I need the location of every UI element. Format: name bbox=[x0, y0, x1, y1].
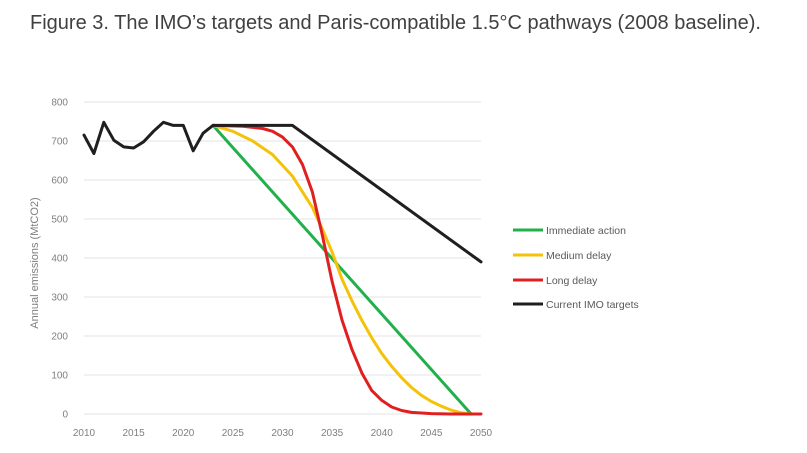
x-tick-label: 2040 bbox=[371, 428, 394, 439]
series-lines bbox=[82, 120, 483, 416]
gridlines bbox=[84, 101, 481, 415]
series-line bbox=[82, 120, 483, 264]
y-tick-label: 600 bbox=[51, 176, 68, 187]
y-tick-labels: 0 100 200 300 400 500 600 700 800 bbox=[51, 98, 68, 421]
y-tick-label: 300 bbox=[51, 293, 68, 304]
x-tick-label: 2020 bbox=[172, 428, 195, 439]
series-line bbox=[211, 123, 473, 416]
x-tick-label: 2025 bbox=[222, 428, 245, 439]
legend-label: Immediate action bbox=[546, 225, 626, 237]
x-tick-label: 2030 bbox=[271, 428, 294, 439]
y-tick-label: 700 bbox=[51, 137, 68, 148]
y-tick-label: 200 bbox=[51, 332, 68, 343]
x-tick-label: 2035 bbox=[321, 428, 344, 439]
figure-caption: Figure 3. The IMO’s targets and Paris-co… bbox=[30, 12, 761, 34]
legend-label: Long delay bbox=[546, 275, 598, 287]
series-line bbox=[211, 123, 473, 416]
legend-label: Medium delay bbox=[546, 250, 612, 262]
y-tick-label: 0 bbox=[62, 410, 68, 421]
series-line bbox=[211, 123, 483, 416]
legend-label: Current IMO targets bbox=[546, 299, 639, 311]
x-tick-labels: 2010 2015 2020 2025 2030 2035 2040 2045 2050 bbox=[73, 428, 493, 439]
y-tick-label: 800 bbox=[51, 98, 68, 109]
x-tick-label: 2050 bbox=[470, 428, 493, 439]
y-tick-label: 400 bbox=[51, 254, 68, 265]
x-tick-label: 2015 bbox=[123, 428, 146, 439]
y-tick-label: 500 bbox=[51, 215, 68, 226]
legend: Immediate action Medium delay Long delay Cu… bbox=[513, 225, 639, 311]
x-tick-label: 2045 bbox=[420, 428, 443, 439]
y-tick-label: 100 bbox=[51, 371, 68, 382]
y-axis-label: Annual emissions (MtCO2) bbox=[29, 197, 41, 328]
x-tick-label: 2010 bbox=[73, 428, 96, 439]
